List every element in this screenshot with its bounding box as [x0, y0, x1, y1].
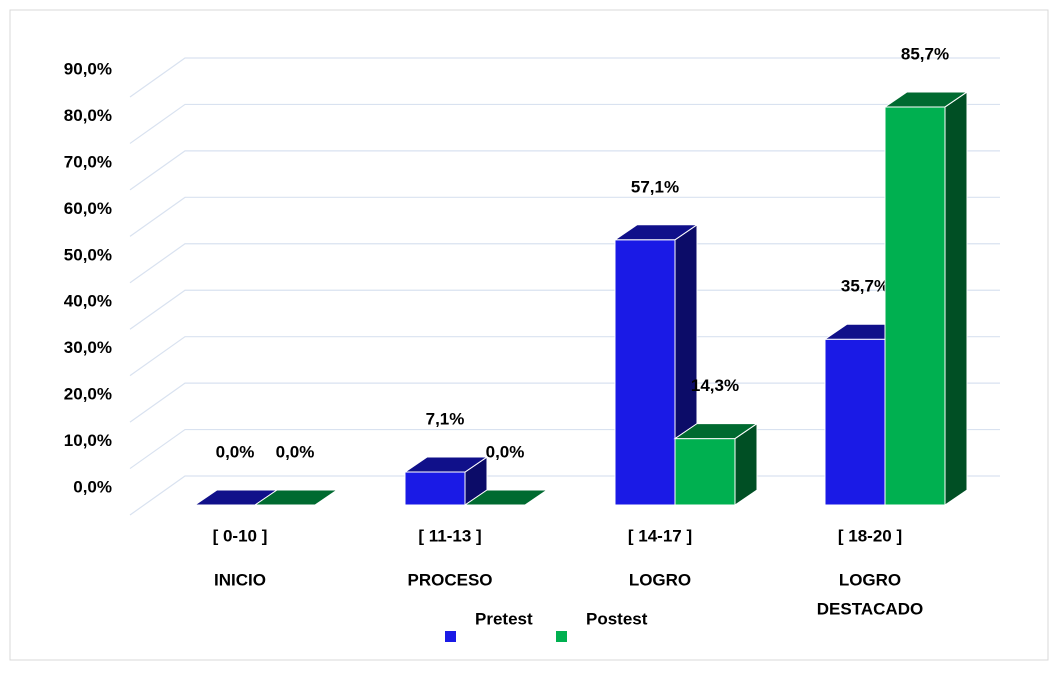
- bar-top: [613, 224, 699, 241]
- legend-label: Pretest: [475, 609, 533, 628]
- legend-label: Postest: [586, 609, 648, 628]
- y-tick-label: 30,0%: [64, 338, 112, 357]
- x-tick-label: [ 14-17 ]: [628, 526, 692, 545]
- grid-line: [129, 243, 1000, 284]
- bar: [824, 338, 886, 506]
- y-tick-label: 80,0%: [64, 106, 112, 125]
- data-label: 0,0%: [216, 442, 255, 461]
- bar: [614, 239, 676, 506]
- grid-line: [129, 150, 1000, 191]
- grid-line: [129, 103, 1000, 144]
- data-label: 57,1%: [631, 177, 679, 196]
- legend-swatch: [445, 631, 456, 642]
- y-tick-label: 0,0%: [73, 477, 112, 496]
- grid-line: [129, 336, 1000, 377]
- bar-top: [403, 456, 489, 473]
- data-label: 35,7%: [841, 277, 889, 296]
- x-group-label: INICIO: [214, 570, 266, 589]
- legend-swatch: [556, 631, 567, 642]
- y-tick-label: 90,0%: [64, 59, 112, 78]
- y-tick-label: 20,0%: [64, 385, 112, 404]
- x-group-label: LOGRO: [839, 570, 901, 589]
- bar-side: [944, 91, 968, 506]
- bar: [674, 438, 736, 506]
- data-label: 0,0%: [276, 442, 315, 461]
- y-tick-label: 60,0%: [64, 199, 112, 218]
- data-label: 14,3%: [691, 376, 739, 395]
- y-tick-label: 40,0%: [64, 292, 112, 311]
- data-label: 85,7%: [901, 44, 949, 63]
- y-tick-label: 50,0%: [64, 245, 112, 264]
- y-tick-label: 70,0%: [64, 152, 112, 171]
- grid-line: [129, 196, 1000, 237]
- y-tick-label: 10,0%: [64, 431, 112, 450]
- grid-line: [129, 57, 1000, 98]
- bar-top: [673, 423, 759, 440]
- bar-top: [463, 489, 549, 506]
- bar: [884, 106, 946, 506]
- bar: [404, 471, 466, 506]
- x-group-label: PROCESO: [407, 570, 492, 589]
- bar-top: [883, 91, 969, 108]
- x-group-label: DESTACADO: [817, 599, 923, 618]
- x-tick-label: [ 18-20 ]: [838, 526, 902, 545]
- grid-line: [129, 289, 1000, 330]
- grid-line: [129, 382, 1000, 423]
- x-tick-label: [ 0-10 ]: [213, 526, 268, 545]
- bar-top: [253, 489, 339, 506]
- data-label: 7,1%: [426, 410, 465, 429]
- data-label: 0,0%: [486, 442, 525, 461]
- x-tick-label: [ 11-13 ]: [418, 526, 481, 545]
- x-group-label: LOGRO: [629, 570, 691, 589]
